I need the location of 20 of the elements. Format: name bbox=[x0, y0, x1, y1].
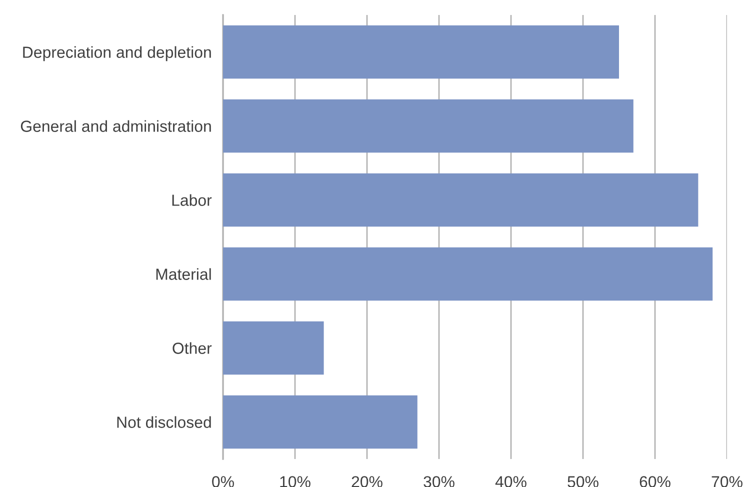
x-tick-label: 70% bbox=[712, 476, 742, 487]
x-tick-label: 10% bbox=[280, 476, 310, 487]
x-tick-label: 50% bbox=[568, 476, 598, 487]
bar bbox=[223, 395, 418, 449]
x-tick-label: 20% bbox=[352, 476, 382, 487]
x-tick-label: 30% bbox=[424, 476, 454, 487]
y-tick-label: Labor bbox=[172, 194, 212, 206]
bar bbox=[223, 25, 619, 79]
y-tick-label: Material bbox=[156, 268, 211, 280]
bar bbox=[223, 321, 324, 375]
x-tick-label: 60% bbox=[640, 476, 670, 487]
y-tick-label: General and administration bbox=[20, 120, 211, 132]
x-tick-label: 0% bbox=[212, 476, 234, 487]
bar bbox=[223, 247, 713, 301]
y-tick-label: Other bbox=[172, 342, 212, 354]
y-tick-label: Depreciation and depletion bbox=[23, 46, 211, 62]
bar bbox=[223, 99, 634, 153]
bar bbox=[223, 173, 698, 227]
x-tick-label: 40% bbox=[495, 476, 526, 487]
y-tick-label: Not disclosed bbox=[117, 416, 211, 428]
